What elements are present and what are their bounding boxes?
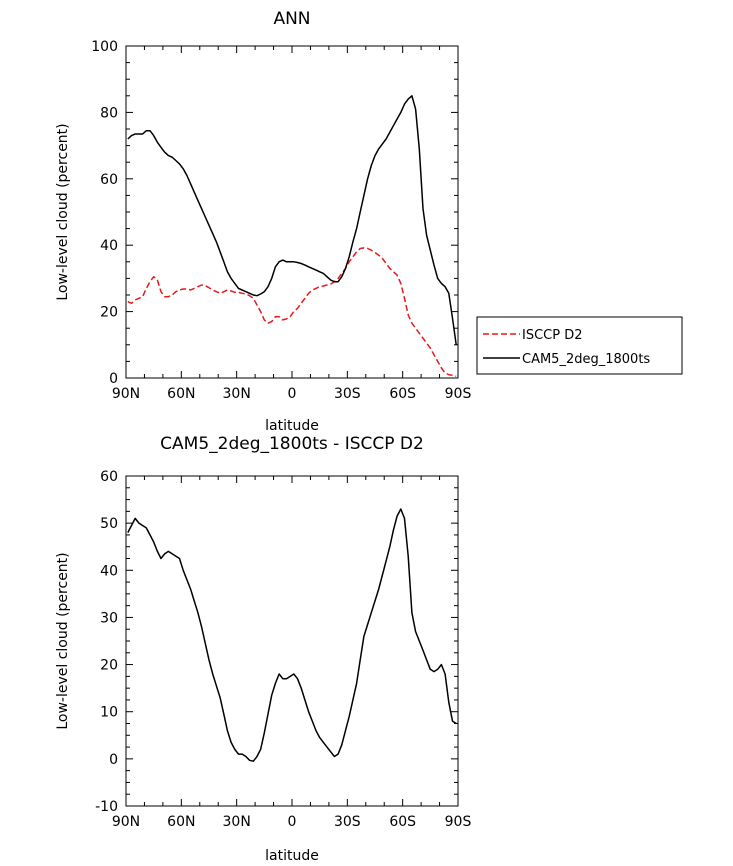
legend: ISCCP D2 CAM5_2deg_1800ts: [476, 316, 683, 375]
top-x-tick-label: 90S: [445, 386, 472, 402]
bottom-panel: CAM5_2deg_1800ts - ISCCP D2 90N 60N 30N 0 30…: [55, 434, 471, 864]
bottom-x-tick-label: 30N: [223, 814, 251, 830]
top-y-axis-label: Low-level cloud (percent): [55, 123, 71, 300]
top-y-tick-label: 80: [100, 105, 118, 121]
top-x-tick-label: 90N: [112, 386, 140, 402]
top-series-line-cam5-2deg-1800ts: [127, 95, 457, 345]
bottom-x-tick-label: 60N: [167, 814, 195, 830]
top-x-tick-label: 30S: [334, 386, 361, 402]
top-x-tick-label: 60S: [389, 386, 416, 402]
bottom-x-tick-label: 60S: [389, 814, 416, 830]
bottom-y-tick-label: 60: [100, 469, 118, 485]
top-y-tick-label: 20: [100, 305, 118, 321]
top-x-tick-label: 30N: [223, 386, 251, 402]
bottom-x-tick-label: 90S: [445, 814, 472, 830]
top-y-tick-label: 60: [100, 172, 118, 188]
bottom-y-tick-label: 40: [100, 563, 118, 579]
bottom-x-axis-label: latitude: [265, 848, 319, 864]
legend-box: [476, 316, 683, 375]
top-chart-title: ANN: [273, 9, 310, 29]
bottom-y-tick-label: 0: [109, 752, 118, 768]
top-x-axis-label: latitude: [265, 418, 319, 434]
top-plot-area: 90N 60N 30N 0 30S 60S 90S 0 20 40 60 80 100: [91, 39, 471, 402]
bottom-y-axis-label: Low-level cloud (percent): [55, 552, 71, 729]
legend-label-isccp: ISCCP D2: [522, 328, 583, 343]
top-x-tick-label: 60N: [167, 386, 195, 402]
bottom-y-tick-label: 30: [100, 610, 118, 626]
bottom-chart-title: CAM5_2deg_1800ts - ISCCP D2: [160, 434, 424, 454]
top-y-tick-label: 40: [100, 238, 118, 254]
bottom-y-tick-label: -10: [95, 799, 118, 815]
bottom-plot-area: 90N 60N 30N 0 30S 60S 90S -10 0 10 20 30 40 50 60: [95, 469, 471, 830]
top-panel: ANN 90N 60N 30N 0 30S 60S 90S 0 20 40 60 80 100 lati…: [55, 9, 471, 434]
top-plot-frame: [125, 45, 459, 379]
bottom-x-tick-label: 30S: [334, 814, 361, 830]
bottom-y-tick-label: 10: [100, 705, 118, 721]
bottom-x-tick-label: 90N: [112, 814, 140, 830]
bottom-plot-frame: [125, 475, 459, 807]
top-y-tick-label: 0: [109, 371, 118, 387]
bottom-y-tick-label: 20: [100, 658, 118, 674]
bottom-y-tick-label: 50: [100, 516, 118, 532]
top-y-tick-label: 100: [91, 39, 118, 55]
bottom-x-tick-label: 0: [288, 814, 297, 830]
top-x-tick-label: 0: [288, 386, 297, 402]
top-series-line-isccp-d2: [127, 247, 457, 378]
legend-label-cam5: CAM5_2deg_1800ts: [522, 352, 650, 367]
bottom-series-line-0: [127, 508, 457, 762]
